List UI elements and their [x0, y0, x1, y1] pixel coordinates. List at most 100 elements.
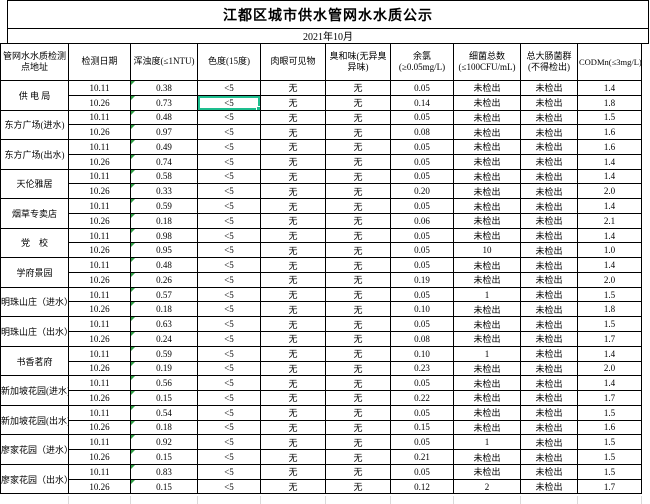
cell-coliform[interactable]: 未检出	[520, 139, 578, 155]
cell-color[interactable]: <5	[197, 301, 261, 318]
cell-visible[interactable]: 无	[260, 375, 326, 392]
cell-date[interactable]: 10.11	[68, 316, 131, 333]
cell-cod[interactable]: 1.4	[577, 257, 642, 273]
cell-date[interactable]: 10.11	[68, 227, 131, 244]
cell-turbidity[interactable]: 0.15	[130, 449, 198, 465]
cell-date[interactable]: 10.11	[68, 345, 131, 362]
cell-visible[interactable]: 无	[260, 227, 326, 244]
cell-visible[interactable]: 无	[260, 316, 326, 333]
cell-odor[interactable]: 无	[325, 227, 391, 244]
cell-date[interactable]: 10.26	[68, 183, 131, 200]
cell-turbidity[interactable]: 0.57	[130, 286, 198, 303]
cell-cod[interactable]: 2.0	[577, 183, 642, 200]
cell-odor[interactable]: 无	[325, 434, 391, 451]
cell-color[interactable]: <5	[197, 139, 261, 155]
cell-bacteria[interactable]: 未检出	[453, 227, 521, 244]
cell-odor[interactable]: 无	[325, 198, 391, 214]
cell-odor[interactable]: 无	[325, 257, 391, 273]
cell-color[interactable]: <5	[197, 257, 261, 273]
column-header-color[interactable]: 色度(15度)	[197, 43, 261, 81]
cell-turbidity[interactable]: 0.15	[130, 478, 198, 495]
cell-coliform[interactable]: 未检出	[520, 198, 578, 214]
cell-visible[interactable]: 无	[260, 80, 326, 96]
cell-turbidity[interactable]: 0.97	[130, 124, 198, 141]
cell-turbidity[interactable]: 0.18	[130, 301, 198, 318]
column-header-chlorine[interactable]: 余氯(≥0.05mg/L)	[390, 43, 454, 81]
site-name-cell[interactable]: 学府景园	[0, 257, 69, 288]
cell-date[interactable]: 10.26	[68, 301, 131, 318]
cell-bacteria[interactable]: 1	[453, 345, 521, 362]
cell-date[interactable]: 10.26	[68, 153, 131, 170]
cell-chlorine[interactable]: 0.05	[390, 316, 454, 333]
cell-coliform[interactable]: 未检出	[520, 375, 578, 392]
cell-coliform[interactable]: 未检出	[520, 94, 578, 111]
cell-cod[interactable]: 1.4	[577, 168, 642, 185]
cell-color[interactable]: <5	[197, 286, 261, 303]
cell-turbidity[interactable]: 0.56	[130, 375, 198, 392]
cell-visible[interactable]: 无	[260, 419, 326, 436]
cell-coliform[interactable]: 未检出	[520, 168, 578, 185]
cell-turbidity[interactable]: 0.24	[130, 331, 198, 347]
cell-date[interactable]: 10.26	[68, 449, 131, 465]
cell-color[interactable]: <5	[197, 80, 261, 96]
cell-odor[interactable]: 无	[325, 168, 391, 185]
cell-color[interactable]: <5	[197, 153, 261, 170]
cell-odor[interactable]: 无	[325, 80, 391, 96]
cell-chlorine[interactable]: 0.15	[390, 419, 454, 436]
cell-turbidity[interactable]: 0.15	[130, 390, 198, 406]
cell-chlorine[interactable]: 0.05	[390, 227, 454, 244]
cell-bacteria[interactable]: 未检出	[453, 271, 521, 288]
cell-chlorine[interactable]: 0.05	[390, 286, 454, 303]
site-name-cell[interactable]: 东方广场(进水)	[0, 109, 69, 141]
cell-visible[interactable]: 无	[260, 168, 326, 185]
cell-cod[interactable]: 1.4	[577, 345, 642, 362]
cell-chlorine[interactable]: 0.05	[390, 434, 454, 451]
cell-chlorine[interactable]: 0.14	[390, 94, 454, 111]
cell-chlorine[interactable]: 0.05	[390, 242, 454, 259]
cell-coliform[interactable]: 未检出	[520, 286, 578, 303]
cell-color[interactable]: <5	[197, 124, 261, 141]
cell-coliform[interactable]: 未检出	[520, 419, 578, 436]
cell-chlorine[interactable]: 0.06	[390, 212, 454, 229]
cell-odor[interactable]: 无	[325, 242, 391, 259]
cell-date[interactable]: 10.26	[68, 419, 131, 436]
cell-date[interactable]: 10.11	[68, 375, 131, 392]
column-header-turbidity[interactable]: 浑浊度(≤1NTU)	[130, 43, 198, 81]
cell-cod[interactable]: 2.0	[577, 271, 642, 288]
cell-cod[interactable]: 1.4	[577, 227, 642, 244]
cell-chlorine[interactable]: 0.05	[390, 198, 454, 214]
cell-bacteria[interactable]: 未检出	[453, 301, 521, 318]
cell-turbidity[interactable]: 0.98	[130, 227, 198, 244]
cell-coliform[interactable]: 未检出	[520, 463, 578, 480]
cell-coliform[interactable]: 未检出	[520, 227, 578, 244]
column-header-bacteria[interactable]: 细菌总数(≤100CFU/mL)	[453, 43, 521, 81]
cell-color[interactable]: <5	[197, 212, 261, 229]
cell-odor[interactable]: 无	[325, 360, 391, 377]
cell-visible[interactable]: 无	[260, 109, 326, 126]
cell-cod[interactable]: 1.4	[577, 198, 642, 214]
cell-cod[interactable]: 1.6	[577, 124, 642, 141]
cell-turbidity[interactable]: 0.95	[130, 242, 198, 259]
cell-odor[interactable]: 无	[325, 331, 391, 347]
cell-bacteria[interactable]: 未检出	[453, 375, 521, 392]
cell-coliform[interactable]: 未检出	[520, 80, 578, 96]
cell-bacteria[interactable]: 未检出	[453, 390, 521, 406]
cell-date[interactable]: 10.26	[68, 478, 131, 495]
column-header-address[interactable]: 管网水水质检测点地址	[0, 43, 69, 81]
cell-odor[interactable]: 无	[325, 183, 391, 200]
cell-cod[interactable]: 1.5	[577, 434, 642, 451]
cell-chlorine[interactable]: 0.05	[390, 109, 454, 126]
cell-turbidity[interactable]: 0.74	[130, 153, 198, 170]
cell-bacteria[interactable]: 未检出	[453, 449, 521, 465]
cell-cod[interactable]: 1.5	[577, 109, 642, 126]
fill-handle[interactable]	[256, 105, 260, 110]
cell-odor[interactable]: 无	[325, 419, 391, 436]
cell-chlorine[interactable]: 0.21	[390, 449, 454, 465]
cell-chlorine[interactable]: 0.05	[390, 139, 454, 155]
site-name-cell[interactable]: 廖家花园（进水）	[0, 434, 69, 465]
cell-bacteria[interactable]: 未检出	[453, 139, 521, 155]
cell-turbidity[interactable]: 0.33	[130, 183, 198, 200]
cell-visible[interactable]: 无	[260, 301, 326, 318]
cell-odor[interactable]: 无	[325, 153, 391, 170]
cell-odor[interactable]: 无	[325, 286, 391, 303]
